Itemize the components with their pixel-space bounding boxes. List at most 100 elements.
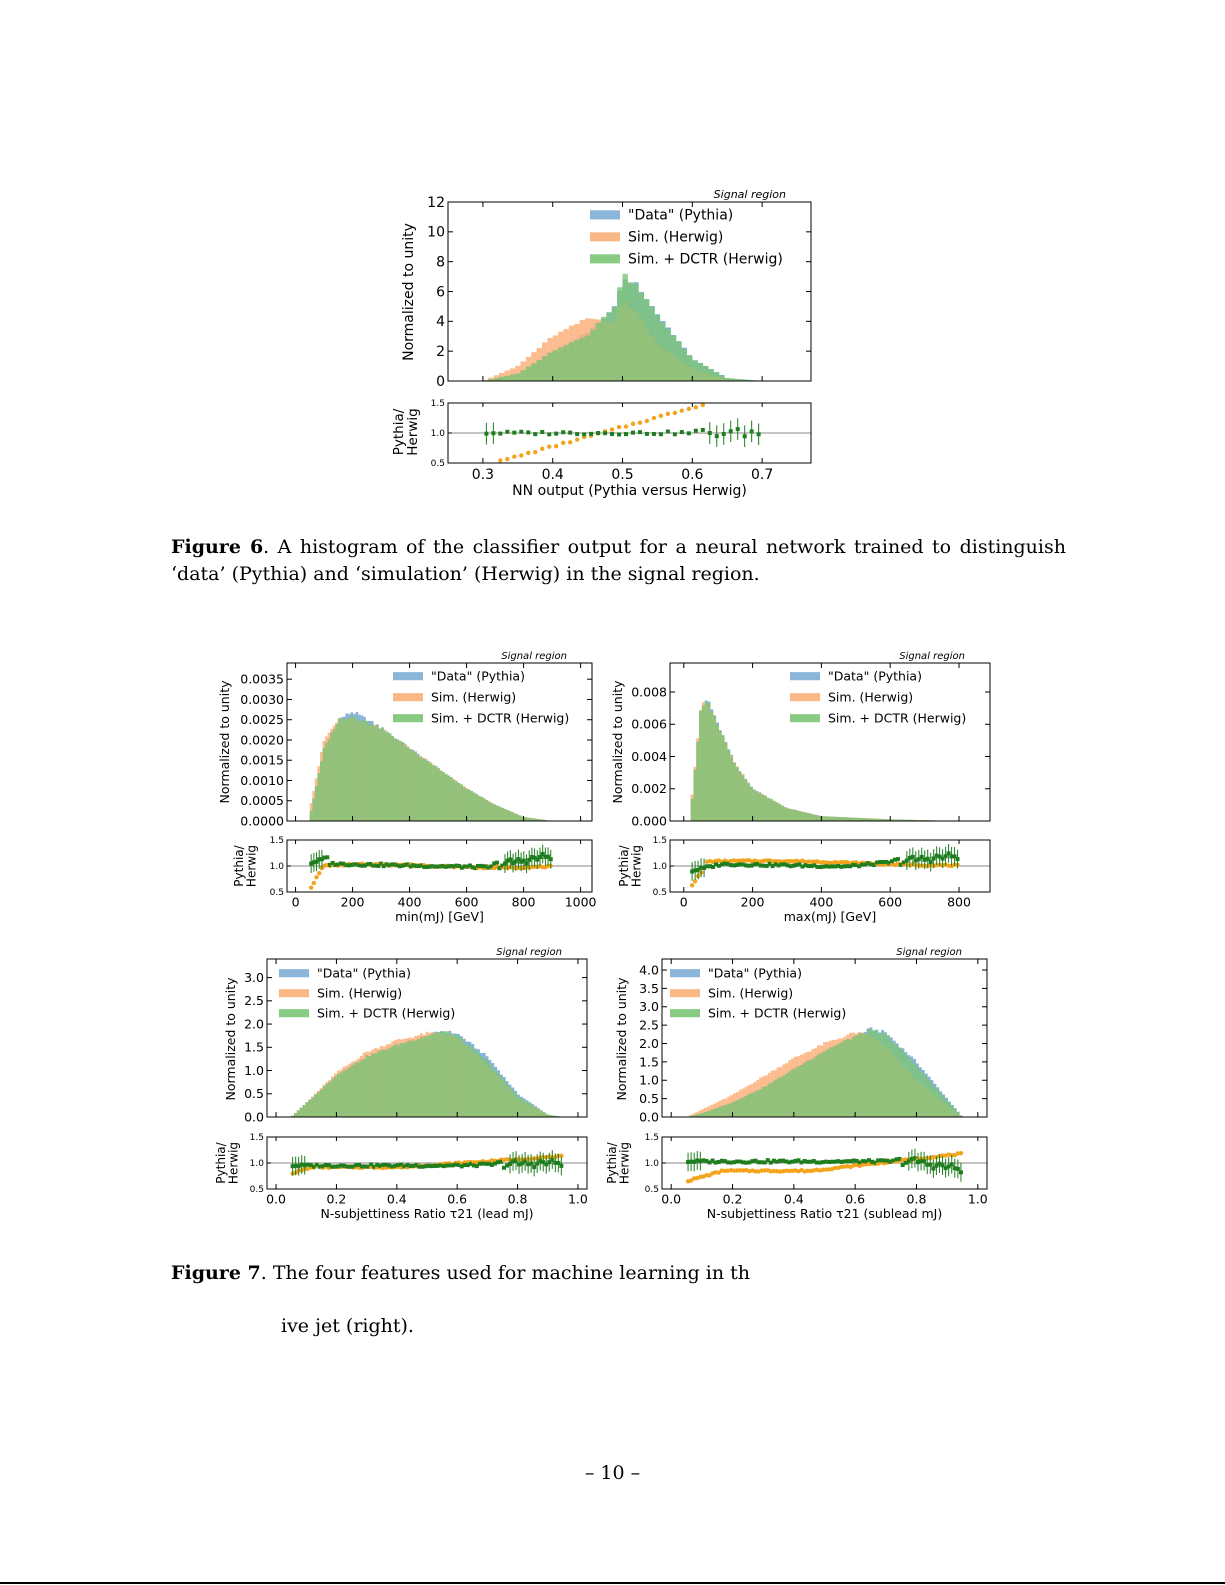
ratio-point-dctr xyxy=(851,862,856,867)
ratio-point-dctr xyxy=(747,1160,752,1165)
ratio-point-dctr xyxy=(537,854,542,859)
histogram-bar xyxy=(785,1073,789,1117)
ratio-point-dctr xyxy=(818,865,823,870)
histogram-bar xyxy=(539,819,542,821)
figure-7-label: Figure 7 xyxy=(171,1262,261,1284)
ratio-point-dctr xyxy=(842,864,847,869)
chart-title: Signal region xyxy=(496,947,562,958)
ratio-y-tick-label: 1.0 xyxy=(270,862,285,872)
ratio-point-dctr xyxy=(492,861,497,866)
ratio-y-axis-label: Pythia/ xyxy=(605,1141,619,1183)
histogram-bar xyxy=(749,786,753,821)
histogram-bar xyxy=(908,819,912,821)
histogram-bar xyxy=(921,1073,925,1117)
ratio-point-dctr xyxy=(701,1158,706,1163)
histogram-bar xyxy=(840,1042,844,1117)
ratio-point-sim xyxy=(658,413,664,419)
legend-entry: Sim. + DCTR (Herwig) xyxy=(708,1005,846,1020)
ratio-point-dctr xyxy=(821,864,826,869)
ratio-point-dctr xyxy=(919,854,924,859)
ratio-point-dctr xyxy=(484,431,489,436)
ratio-point-dctr xyxy=(341,861,346,866)
ratio-point-dctr xyxy=(393,1163,398,1168)
ratio-point-dctr xyxy=(863,1159,868,1164)
ratio-point-dctr xyxy=(449,864,454,869)
ratio-point-dctr xyxy=(771,1158,776,1163)
ratio-point-dctr xyxy=(912,1156,917,1161)
ratio-point-dctr xyxy=(368,861,373,866)
y-tick-label: 6 xyxy=(436,284,445,300)
ratio-point-dctr xyxy=(755,861,760,866)
ratio-point-dctr xyxy=(502,861,507,866)
legend-swatch xyxy=(393,672,423,681)
ratio-y-axis-label: Herwig xyxy=(227,1142,241,1184)
ratio-point-dctr xyxy=(737,862,742,867)
histogram-bar xyxy=(445,1031,449,1117)
histogram-bar xyxy=(831,816,835,821)
histogram-bar xyxy=(781,805,784,821)
histogram-bar xyxy=(359,1060,363,1117)
ratio-point-dctr xyxy=(734,863,739,868)
ratio-point-dctr xyxy=(357,863,362,868)
ratio-point-dctr xyxy=(314,1162,319,1167)
histogram-bar xyxy=(783,807,787,821)
histogram-bar xyxy=(511,812,514,821)
histogram-bar xyxy=(681,349,687,381)
y-tick-label: 1.0 xyxy=(244,1063,264,1078)
histogram-bar xyxy=(706,1111,710,1117)
ratio-point-dctr xyxy=(411,863,416,868)
ratio-point-dctr xyxy=(796,1158,801,1163)
histogram-bar xyxy=(515,373,521,381)
ratio-point-dctr xyxy=(842,1159,847,1164)
ratio-point-dctr xyxy=(848,864,853,869)
figure-7-tau21-lead-chart: 0.00.51.01.52.02.53.00.0 0.2 0.4 0.6 0.8 1.0S… xyxy=(214,947,588,1221)
histogram-bar xyxy=(414,1040,417,1117)
figure-7-tau21-sublead-chart: 0.00.51.01.52.02.53.03.54.00.0 0.2 0.4 0.6 0… xyxy=(605,947,988,1221)
histogram-bar xyxy=(322,747,326,821)
histogram-bar xyxy=(808,1060,812,1117)
histogram-bar xyxy=(332,729,336,821)
ratio-point-sim xyxy=(833,1165,838,1171)
y-tick-label: 0.0 xyxy=(639,1109,659,1124)
histogram-bar xyxy=(528,1103,532,1117)
histogram-bar xyxy=(775,802,779,821)
histogram-bar xyxy=(335,723,338,821)
ratio-point-dctr xyxy=(473,866,478,871)
ratio-point-dctr xyxy=(758,863,763,868)
histogram-bar xyxy=(363,720,366,821)
ratio-point-dctr xyxy=(435,1163,440,1168)
histogram-bar xyxy=(799,1065,803,1117)
histogram-bar xyxy=(393,739,397,821)
histogram-bar xyxy=(788,1071,792,1117)
histogram-bar xyxy=(342,1071,346,1117)
histogram-bar xyxy=(337,718,341,821)
histogram-bar xyxy=(493,375,500,381)
ratio-point-dctr xyxy=(782,862,787,867)
ratio-point-dctr xyxy=(630,430,635,435)
histogram-bar xyxy=(518,815,522,821)
ratio-point-dctr xyxy=(854,1158,859,1163)
histogram-bar xyxy=(345,719,349,821)
histogram-bar xyxy=(892,1043,896,1117)
x-tick-label: 200 xyxy=(741,895,765,910)
ratio-point-dctr xyxy=(320,1164,325,1169)
y-tick-label: 3.5 xyxy=(639,981,659,996)
y-axis-label: Normalized to unity xyxy=(217,680,232,804)
ratio-point-dctr xyxy=(302,1163,307,1168)
ratio-point-dctr xyxy=(779,862,784,867)
ratio-point-dctr xyxy=(898,862,903,867)
ratio-point-dctr xyxy=(396,1163,401,1168)
ratio-point-dctr xyxy=(470,865,475,870)
ratio-point-dctr xyxy=(456,1162,461,1167)
histogram-bar xyxy=(913,819,917,821)
ratio-point-sim xyxy=(567,440,573,445)
ratio-point-dctr xyxy=(811,1159,816,1164)
legend: "Data" (Pythia) Sim. (Herwig) Sim. + DCTR … xyxy=(393,668,569,725)
ratio-point-dctr xyxy=(379,861,384,866)
histogram-bar xyxy=(913,1063,916,1117)
histogram-bar xyxy=(878,1033,882,1117)
histogram-bar xyxy=(665,328,671,381)
histogram-bar xyxy=(899,819,903,821)
ratio-point-dctr xyxy=(949,854,954,859)
histogram-bar xyxy=(895,1045,899,1117)
